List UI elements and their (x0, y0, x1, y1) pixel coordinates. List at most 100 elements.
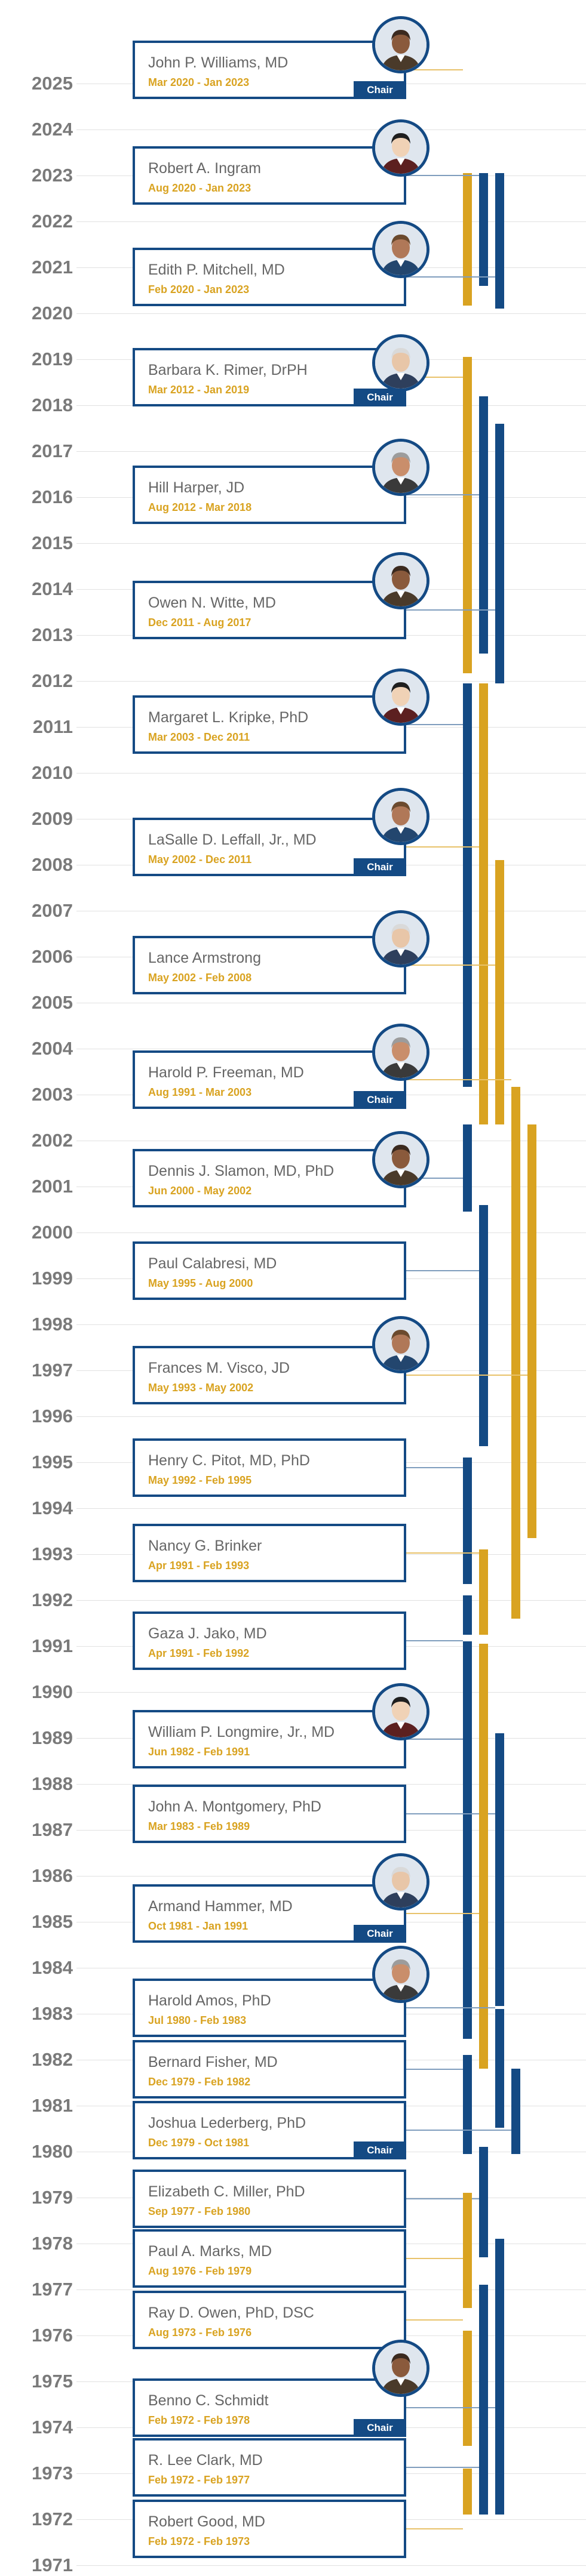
member-card[interactable]: Dennis J. Slamon, MD, PhD Jun 2000 - May … (133, 1149, 406, 1207)
member-card[interactable]: John P. Williams, MD Mar 2020 - Jan 2023 C… (133, 41, 406, 99)
member-tenure-dates: Mar 2012 - Jan 2019 (148, 384, 250, 396)
member-name: Armand Hammer, MD (148, 1898, 293, 1915)
year-gridline (76, 2565, 586, 2566)
tenure-connector (406, 276, 495, 278)
tenure-bar (495, 423, 504, 683)
tenure-connector (406, 2069, 463, 2070)
member-name: William P. Longmire, Jr., MD (148, 1724, 335, 1740)
tenure-bar (463, 2331, 472, 2446)
member-photo (372, 119, 429, 177)
member-card[interactable]: Frances M. Visco, JD May 1993 - May 2002 (133, 1346, 406, 1404)
year-gridline (76, 772, 586, 774)
year-label: 1994 (32, 1497, 73, 1518)
tenure-bar (463, 2469, 472, 2515)
tenure-connector (406, 846, 479, 848)
year-label: 1973 (32, 2463, 73, 2483)
year-label: 1972 (32, 2509, 73, 2529)
year-label: 1992 (32, 1589, 73, 1610)
member-name: Hill Harper, JD (148, 479, 245, 496)
year-label: 1977 (32, 2279, 73, 2300)
tenure-connector (406, 377, 463, 378)
member-card[interactable]: Benno C. Schmidt Feb 1972 - Feb 1978 Chair (133, 2378, 406, 2437)
tenure-connector (406, 1552, 479, 1554)
year-label: 2022 (32, 211, 73, 232)
member-card[interactable]: Harold Amos, PhD Jul 1980 - Feb 1983 (133, 1979, 406, 2037)
member-tenure-dates: Apr 1991 - Feb 1993 (148, 1560, 250, 1572)
tenure-connector (406, 69, 463, 70)
year-gridline (76, 221, 586, 222)
year-label: 2016 (32, 486, 73, 507)
tenure-bar (479, 683, 488, 1125)
year-label: 2020 (32, 303, 73, 323)
member-card[interactable]: R. Lee Clark, MD Feb 1972 - Feb 1977 (133, 2438, 406, 2497)
member-tenure-dates: Mar 1983 - Feb 1989 (148, 1820, 250, 1832)
tenure-bar (479, 2285, 488, 2515)
member-card[interactable]: Nancy G. Brinker Apr 1991 - Feb 1993 (133, 1524, 406, 1582)
year-label: 2010 (32, 762, 73, 783)
tenure-bar (479, 2147, 488, 2258)
member-card[interactable]: Harold P. Freeman, MD Aug 1991 - Mar 2003… (133, 1050, 406, 1109)
member-card[interactable]: Lance Armstrong May 2002 - Feb 2008 (133, 936, 406, 994)
member-card[interactable]: Gaza J. Jako, MD Apr 1991 - Feb 1992 (133, 1611, 406, 1670)
year-label: 2005 (32, 992, 73, 1013)
member-tenure-dates: Aug 1991 - Mar 2003 (148, 1086, 252, 1098)
member-photo (372, 1024, 429, 1081)
member-name: LaSalle D. Leffall, Jr., MD (148, 831, 317, 848)
member-card[interactable]: Barbara K. Rimer, DrPH Mar 2012 - Jan 201… (133, 348, 406, 406)
member-card[interactable]: Ray D. Owen, PhD, DSC Aug 1973 - Feb 1976 (133, 2291, 406, 2349)
member-card[interactable]: Robert Good, MD Feb 1972 - Feb 1973 (133, 2500, 406, 2558)
year-label: 2007 (32, 900, 73, 921)
year-label: 2013 (32, 624, 73, 645)
member-photo (372, 552, 429, 609)
year-label: 1988 (32, 1773, 73, 1794)
chair-badge: Chair (354, 1091, 406, 1109)
member-photo (372, 334, 429, 392)
member-card[interactable]: William P. Longmire, Jr., MD Jun 1982 - F… (133, 1710, 406, 1768)
member-card[interactable]: Edith P. Mitchell, MD Feb 2020 - Jan 2023 (133, 248, 406, 306)
member-name: Barbara K. Rimer, DrPH (148, 362, 308, 378)
member-card[interactable]: Paul Calabresi, MD May 1995 - Aug 2000 (133, 1241, 406, 1300)
tenure-connector (406, 609, 495, 611)
year-gridline (76, 1508, 586, 1509)
year-label: 1998 (32, 1314, 73, 1335)
member-name: Nancy G. Brinker (148, 1537, 262, 1554)
year-label: 2018 (32, 395, 73, 415)
year-label: 2012 (32, 670, 73, 691)
member-card[interactable]: Owen N. Witte, MD Dec 2011 - Aug 2017 (133, 581, 406, 639)
tenure-connector (406, 2258, 463, 2259)
tenure-bar (495, 860, 504, 1125)
member-card[interactable]: Armand Hammer, MD Oct 1981 - Jan 1991 Chai… (133, 1884, 406, 1943)
member-card[interactable]: Joshua Lederberg, PhD Dec 1979 - Oct 1981… (133, 2101, 406, 2159)
member-tenure-dates: Jul 1980 - Feb 1983 (148, 2014, 247, 2026)
year-label: 1981 (32, 2095, 73, 2116)
year-gridline (76, 1324, 586, 1325)
member-card[interactable]: Margaret L. Kripke, PhD Mar 2003 - Dec 20… (133, 695, 406, 754)
chair-badge: Chair (354, 858, 406, 876)
member-tenure-dates: Sep 1977 - Feb 1980 (148, 2205, 251, 2217)
member-card[interactable]: Elizabeth C. Miller, PhD Sep 1977 - Feb 1… (133, 2170, 406, 2228)
tenure-bar (479, 173, 488, 286)
tenure-bar (463, 173, 472, 306)
member-name: John A. Montgomery, PhD (148, 1798, 321, 1815)
member-card[interactable]: Hill Harper, JD Aug 2012 - Mar 2018 (133, 466, 406, 524)
member-card[interactable]: Robert A. Ingram Aug 2020 - Jan 2023 (133, 146, 406, 205)
tenure-connector (406, 2319, 463, 2321)
member-tenure-dates: Aug 1973 - Feb 1976 (148, 2327, 252, 2338)
member-card[interactable]: John A. Montgomery, PhD Mar 1983 - Feb 19… (133, 1785, 406, 1843)
tenure-connector (406, 2130, 511, 2131)
tenure-bar (463, 2055, 472, 2154)
member-card[interactable]: Bernard Fisher, MD Dec 1979 - Feb 1982 (133, 2040, 406, 2099)
member-photo (372, 221, 429, 278)
year-label: 1976 (32, 2325, 73, 2346)
year-label: 2001 (32, 1176, 73, 1197)
member-tenure-dates: Dec 2011 - Aug 2017 (148, 617, 251, 628)
member-name: Ray D. Owen, PhD, DSC (148, 2304, 314, 2321)
year-label: 1979 (32, 2187, 73, 2208)
member-card[interactable]: Henry C. Pitot, MD, PhD May 1992 - Feb 19… (133, 1438, 406, 1497)
tenure-connector (406, 1178, 463, 1179)
member-tenure-dates: Aug 2012 - Mar 2018 (148, 501, 252, 513)
member-card[interactable]: Paul A. Marks, MD Aug 1976 - Feb 1979 (133, 2229, 406, 2288)
member-name: Benno C. Schmidt (148, 2392, 269, 2409)
member-card[interactable]: LaSalle D. Leffall, Jr., MD May 2002 - De… (133, 818, 406, 876)
member-tenure-dates: Aug 2020 - Jan 2023 (148, 182, 251, 194)
